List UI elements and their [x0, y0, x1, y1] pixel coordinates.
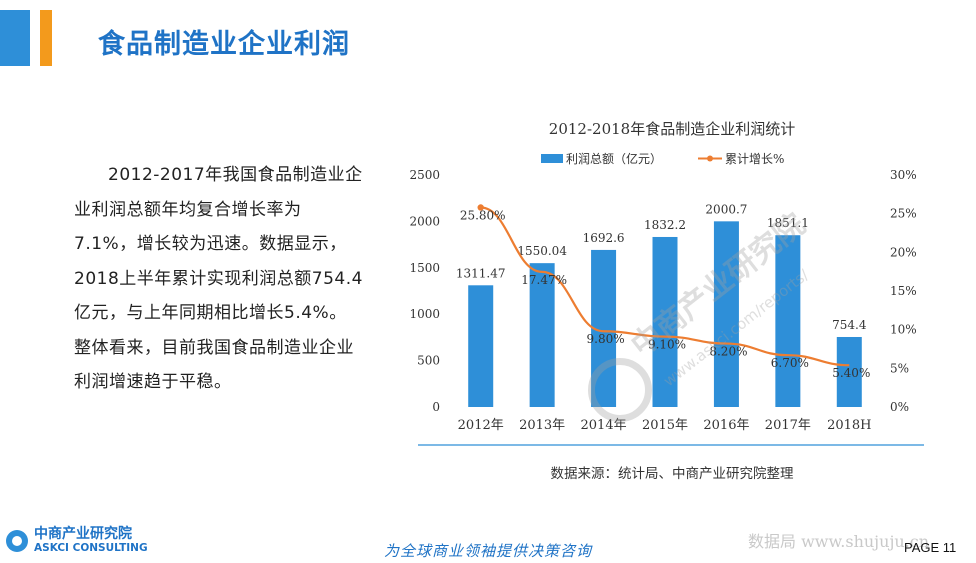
growth-point — [477, 204, 484, 211]
bar-data-label: 754.4 — [832, 318, 867, 332]
growth-data-label: 17.47% — [521, 273, 567, 287]
y-left-tick-label: 1000 — [409, 307, 440, 321]
growth-line — [480, 206, 850, 367]
growth-data-label: 25.80% — [460, 208, 506, 222]
legend-line-marker — [707, 155, 713, 162]
bar — [468, 285, 494, 407]
bar-data-label: 1550.04 — [517, 244, 567, 258]
chart-title: 2012-2018年食品制造企业利润统计 — [548, 120, 796, 138]
x-tick-label: 2015年 — [642, 418, 688, 433]
logo-name-cn: 中商产业研究院 — [34, 526, 132, 542]
growth-data-label: 8.20% — [709, 345, 747, 359]
legend-bar-label: 利润总额（亿元） — [566, 151, 662, 166]
slogan: 为全球商业领袖提供决策咨询 — [383, 542, 592, 560]
x-tick-label: 2013年 — [519, 418, 565, 433]
company-logo: 中商产业研究院 ASKCI CONSULTING — [6, 527, 148, 554]
logo-icon — [6, 529, 28, 552]
growth-data-label: 6.70% — [771, 356, 809, 370]
bar-data-label: 1851.1 — [767, 216, 809, 230]
growth-data-label: 5.40% — [832, 366, 870, 380]
bar-data-label: 1832.2 — [644, 218, 686, 232]
y-left-tick-label: 2000 — [409, 214, 440, 228]
growth-data-label: 9.80% — [587, 332, 625, 346]
y-right-tick-label: 0% — [890, 400, 909, 414]
bar-data-label: 1692.6 — [583, 231, 625, 245]
y-left-tick-label: 500 — [417, 354, 440, 368]
bar-data-label: 2000.7 — [705, 202, 747, 216]
bar — [529, 263, 555, 407]
page-number: PAGE 11 — [904, 540, 957, 555]
y-right-tick-label: 5% — [890, 361, 909, 375]
y-left-tick-label: 1500 — [409, 261, 440, 275]
bar — [713, 221, 739, 407]
logo-name-en: ASKCI CONSULTING — [34, 542, 148, 554]
y-right-tick-label: 30% — [890, 168, 917, 182]
bar — [775, 235, 801, 407]
watermark-site: 数据局 www.shujuju.cn — [748, 532, 930, 551]
y-right-tick-label: 20% — [890, 245, 917, 259]
bar — [836, 336, 862, 407]
legend-bar-swatch — [541, 154, 563, 163]
data-source: 数据来源：统计局、中商产业研究院整理 — [550, 466, 794, 482]
growth-data-label: 9.10% — [648, 338, 686, 352]
header-accent-blue — [0, 10, 30, 66]
bar — [652, 236, 678, 407]
x-tick-label: 2018H — [827, 418, 871, 433]
y-left-tick-label: 2500 — [409, 168, 440, 182]
page-title: 食品制造业企业利润 — [98, 29, 350, 60]
x-tick-label: 2017年 — [765, 418, 811, 433]
bar-data-label: 1311.47 — [456, 266, 506, 280]
x-tick-label: 2012年 — [458, 418, 504, 433]
y-left-tick-label: 0 — [432, 400, 440, 414]
y-right-tick-label: 10% — [890, 323, 917, 337]
x-tick-label: 2016年 — [703, 418, 749, 433]
header-accent-orange — [40, 10, 52, 66]
watermark-logo-icon — [588, 358, 652, 422]
y-right-tick-label: 25% — [890, 207, 917, 221]
legend-line-label: 累计增长% — [725, 152, 784, 166]
y-right-tick-label: 15% — [890, 284, 917, 298]
description-text: 2012-2017年我国食品制造业企业利润总额年均复合增长率为7.1%，增长较为… — [74, 165, 363, 392]
